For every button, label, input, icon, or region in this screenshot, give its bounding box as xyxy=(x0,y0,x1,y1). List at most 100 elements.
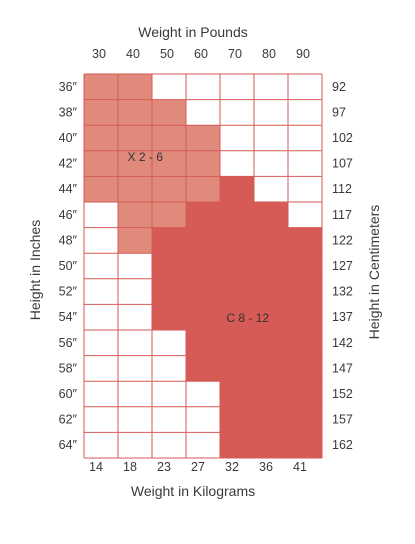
size-cell xyxy=(186,355,220,382)
right-axis-title: Height in Centimeters xyxy=(366,205,382,340)
size-cell xyxy=(288,381,322,407)
size-cell xyxy=(186,150,220,177)
size-cell xyxy=(152,176,186,202)
left-axis-title: Height in Inches xyxy=(27,220,43,320)
x-top-tick-label: 70 xyxy=(228,47,242,61)
size-cell xyxy=(254,406,288,433)
y-right-tick-label: 102 xyxy=(332,131,353,145)
size-cell xyxy=(220,227,254,254)
x-top-tick-label: 50 xyxy=(160,47,174,61)
size-cell xyxy=(186,125,220,151)
size-cell xyxy=(118,176,152,202)
x-bottom-tick-label: 23 xyxy=(157,460,171,474)
y-left-tick-label: 38″ xyxy=(59,105,78,119)
x-top-tick-label: 90 xyxy=(296,47,310,61)
size-cell xyxy=(118,202,152,228)
top-axis-title: Weight in Pounds xyxy=(138,24,247,40)
y-left-tick-label: 54″ xyxy=(59,310,78,324)
y-left-tick-label: 52″ xyxy=(59,285,78,299)
size-cell xyxy=(254,253,288,279)
size-cell xyxy=(186,176,220,202)
size-cell xyxy=(254,227,288,254)
y-right-tick-label: 147 xyxy=(332,361,353,375)
x-bottom-tick-label: 32 xyxy=(225,460,239,474)
size-cell xyxy=(288,304,322,330)
x-top-tick-label: 60 xyxy=(194,47,208,61)
size-cell xyxy=(220,381,254,407)
size-cell xyxy=(84,150,118,177)
size-cell xyxy=(84,74,118,100)
y-right-tick-label: 112 xyxy=(332,182,352,196)
size-cell xyxy=(254,330,288,356)
y-left-tick-label: 50″ xyxy=(59,259,78,273)
y-left-tick-label: 60″ xyxy=(59,387,78,401)
size-cell xyxy=(152,278,186,305)
size-cell xyxy=(254,355,288,382)
x-bottom-tick-label: 36 xyxy=(259,460,273,474)
y-left-tick-label: 48″ xyxy=(59,233,78,247)
size-cell xyxy=(118,150,152,177)
region-labels: X 2 - 6 C 8 - 12 xyxy=(128,150,270,325)
chart-cells xyxy=(84,74,322,458)
size-cell xyxy=(186,202,220,228)
bottom-axis-title: Weight in Kilograms xyxy=(131,483,255,499)
y-right-tick-label: 117 xyxy=(332,208,352,222)
size-cell xyxy=(118,125,152,151)
y-left-tick-label: 42″ xyxy=(59,157,78,171)
size-cell xyxy=(288,227,322,254)
size-cell xyxy=(152,99,186,126)
size-cell xyxy=(288,330,322,356)
size-cell xyxy=(186,253,220,279)
size-cell xyxy=(152,150,186,177)
size-cell xyxy=(288,406,322,433)
y-right-tick-label: 122 xyxy=(332,233,353,247)
size-cell xyxy=(220,253,254,279)
size-cell xyxy=(288,253,322,279)
size-cell xyxy=(220,278,254,305)
size-cell xyxy=(186,278,220,305)
x-bottom-tick-label: 14 xyxy=(89,460,103,474)
x-top-tick-label: 40 xyxy=(126,47,140,61)
size-cell xyxy=(186,227,220,254)
x-top-tick-label: 80 xyxy=(262,47,276,61)
y-right-tick-label: 152 xyxy=(332,387,353,401)
size-cell xyxy=(220,432,254,458)
x-top-tick-label: 30 xyxy=(92,47,106,61)
size-cell xyxy=(118,74,152,100)
size-cell xyxy=(152,304,186,330)
region-label: C 8 - 12 xyxy=(226,311,269,325)
size-cell xyxy=(254,202,288,228)
y-left-tick-label: 44″ xyxy=(59,182,78,196)
size-cell xyxy=(220,406,254,433)
y-right-tick-label: 97 xyxy=(332,105,346,119)
y-right-tick-label: 162 xyxy=(332,438,353,452)
y-left-tick-label: 58″ xyxy=(59,361,78,375)
y-left-tick-label: 62″ xyxy=(59,413,78,427)
size-cell xyxy=(220,176,254,202)
size-cell xyxy=(288,355,322,382)
size-cell xyxy=(84,125,118,151)
size-cell xyxy=(254,381,288,407)
size-cell xyxy=(220,304,254,330)
y-left-tick-label: 46″ xyxy=(59,208,78,222)
y-left-tick-label: 64″ xyxy=(59,438,78,452)
y-left-tick-label: 36″ xyxy=(59,80,78,94)
size-cell xyxy=(152,253,186,279)
y-right-tick-label: 142 xyxy=(332,336,353,350)
size-cell xyxy=(288,432,322,458)
size-cell xyxy=(186,330,220,356)
x-bottom-tick-label: 27 xyxy=(191,460,205,474)
size-cell xyxy=(254,278,288,305)
size-cell xyxy=(118,227,152,254)
size-cell xyxy=(118,99,152,126)
y-left-tick-label: 56″ xyxy=(59,336,78,350)
size-cell xyxy=(288,278,322,305)
y-right-tick-label: 107 xyxy=(332,157,353,171)
size-cell xyxy=(84,99,118,126)
size-cell xyxy=(220,202,254,228)
size-cell xyxy=(152,227,186,254)
y-right-tick-label: 137 xyxy=(332,310,353,324)
size-cell xyxy=(152,202,186,228)
size-cell xyxy=(220,355,254,382)
